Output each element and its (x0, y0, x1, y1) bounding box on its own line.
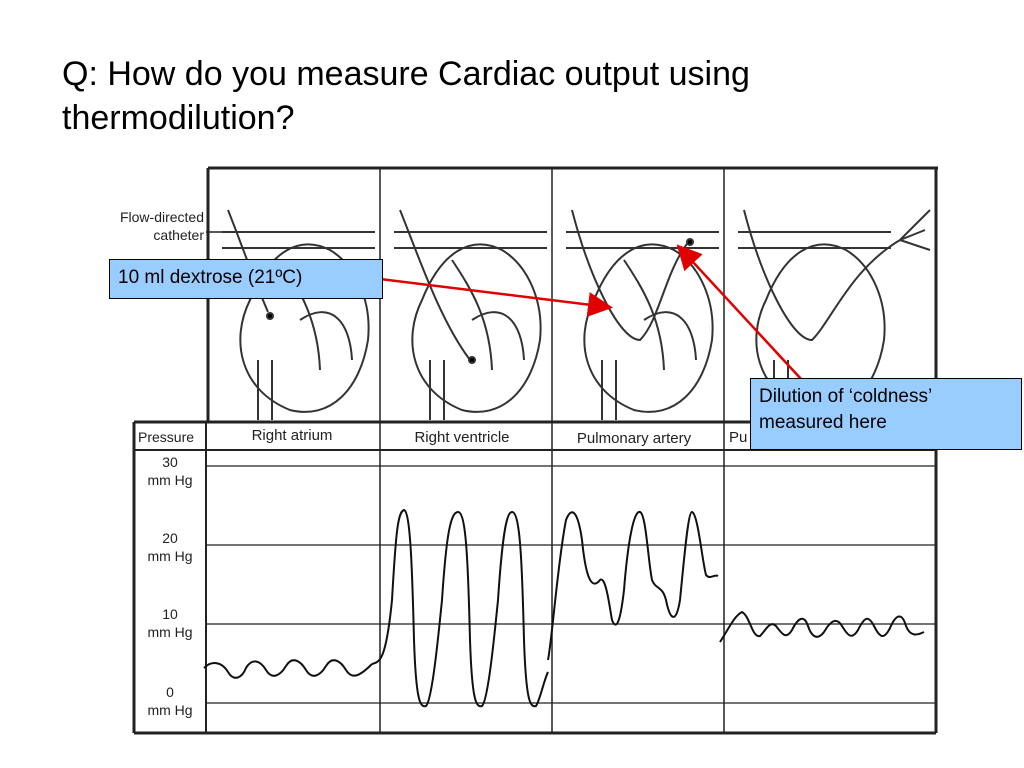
heart-right-ventricle (394, 209, 547, 420)
heart-right-atrium (222, 209, 375, 420)
y-tick-30-value: 30 (162, 454, 178, 470)
injection-callout: 10 ml dextrose (21ºC) (109, 259, 383, 299)
panel-label-pulmonary-wedge: Pu (729, 429, 747, 446)
waveform-pulmonary-wedge (719, 610, 925, 643)
slide-title: Q: How do you measure Cardiac output usi… (62, 55, 750, 137)
y-axis-ticks: 30 mm Hg 20 mm Hg 10 mm Hg 0 mm Hg (147, 454, 192, 718)
pressure-header: Pressure (138, 429, 194, 445)
catheter-label-line2: catheter (153, 227, 204, 243)
heart-pulmonary-wedge (738, 209, 931, 420)
panel-label-right-atrium: Right atrium (252, 427, 333, 444)
waveform-pulmonary-artery (547, 510, 719, 661)
y-tick-20-unit: mm Hg (147, 548, 192, 564)
y-tick-10-unit: mm Hg (147, 624, 192, 640)
y-tick-10-value: 10 (162, 606, 178, 622)
catheter-label-line1: Flow-directed (120, 209, 204, 225)
y-tick-0-value: 0 (166, 684, 174, 700)
pressure-waveforms (203, 508, 925, 708)
pressure-gridlines (206, 465, 936, 704)
y-tick-0-unit: mm Hg (147, 702, 192, 718)
heart-pulmonary-artery (566, 209, 719, 420)
diagram-frame (132, 166, 938, 735)
waveform-right-ventricle (371, 508, 549, 708)
measurement-callout: Dilution of ‘coldness’ measured here (750, 378, 1022, 450)
measurement-arrow (676, 244, 803, 381)
waveform-right-atrium (203, 659, 373, 679)
injection-arrow (379, 277, 613, 317)
panel-label-pulmonary-artery: Pulmonary artery (577, 430, 692, 447)
y-tick-20-value: 20 (162, 530, 178, 546)
y-tick-30-unit: mm Hg (147, 472, 192, 488)
heart-drawings (222, 209, 931, 420)
panel-label-right-ventricle: Right ventricle (414, 429, 509, 446)
